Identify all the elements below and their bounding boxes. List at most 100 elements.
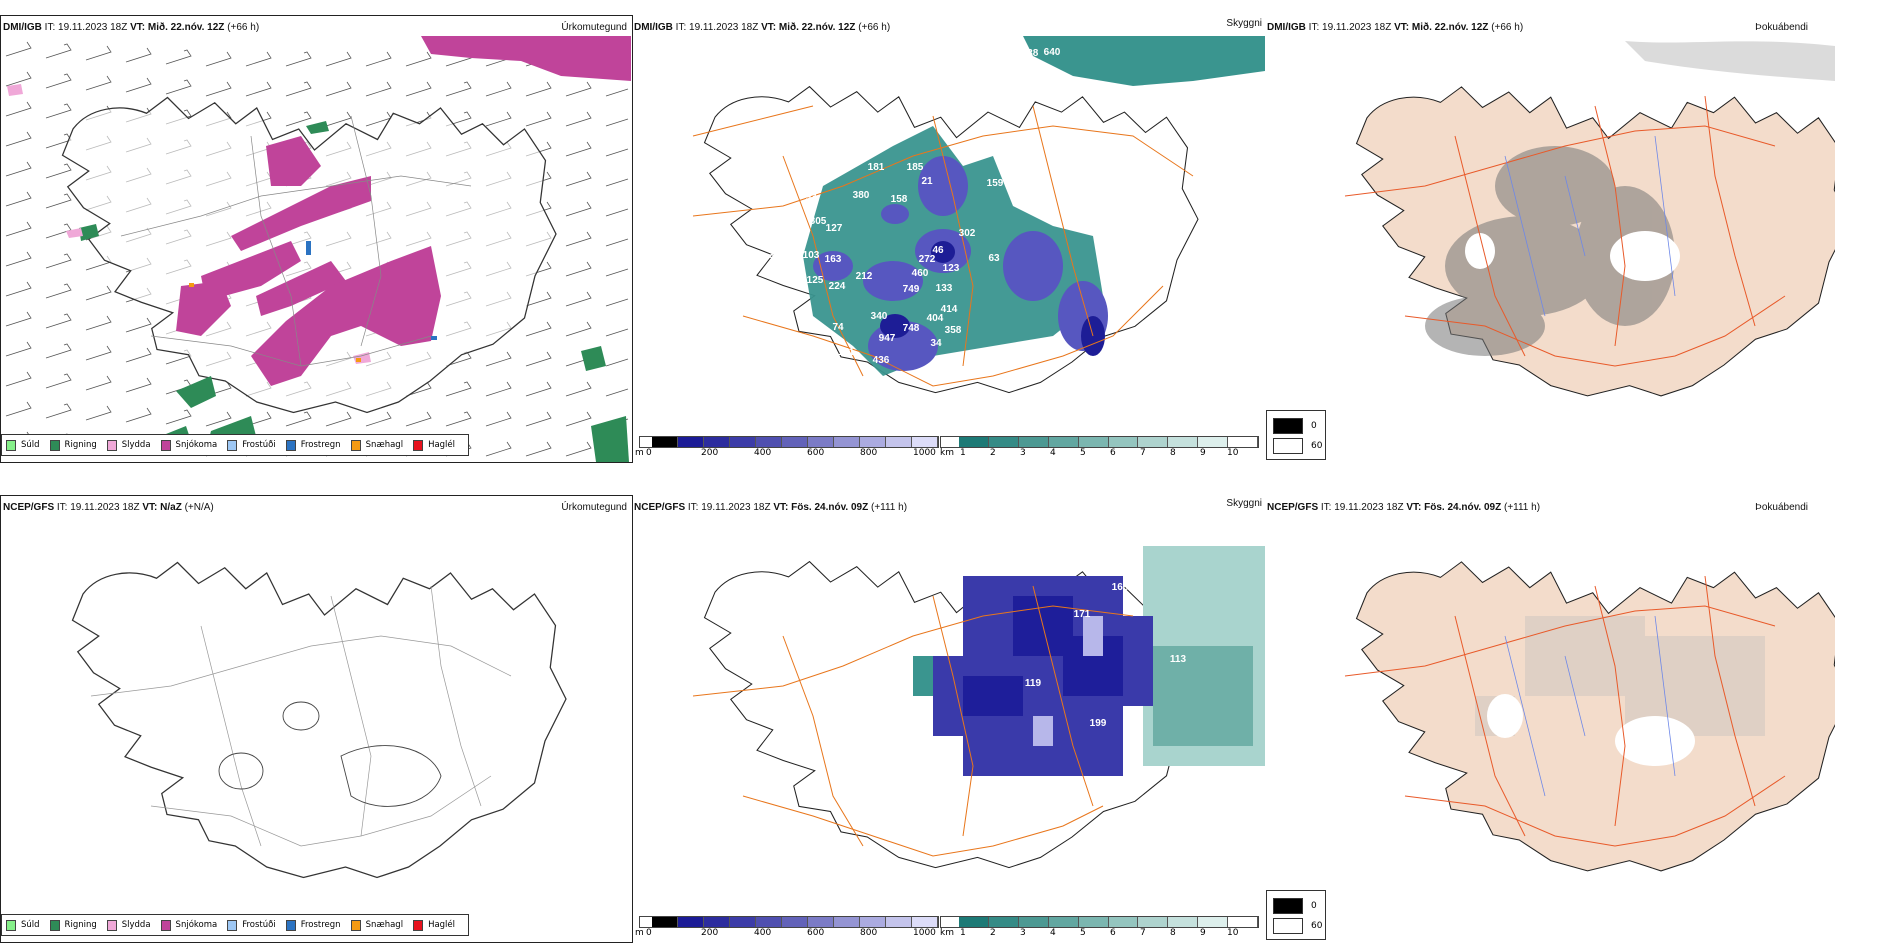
snow-area [421, 36, 631, 81]
colorbar-cell [808, 917, 834, 927]
cloud-base-label: 158 [891, 194, 908, 205]
cloud-base-tick: 0 [646, 448, 652, 458]
visibility-colorbar: km 1 2 3 4 5 6 7 8 9 10 [940, 433, 1265, 461]
cloud-base-label: 199 [1090, 718, 1107, 729]
legend-item-frostudi: Frostúði [227, 439, 276, 451]
legend-item-frostregn: Frostregn [285, 439, 341, 451]
colorbar-cell [834, 437, 860, 447]
cloud-base-unit: m [635, 928, 644, 938]
colorbar-cell [1078, 437, 1109, 447]
fog-map[interactable] [1325, 36, 1835, 436]
precip-map[interactable] [1, 516, 631, 906]
colorbar-cell [1018, 437, 1049, 447]
model-source: DMI/IGB [1267, 22, 1306, 33]
panel-frame [0, 495, 633, 943]
valid-time: N/aZ [160, 502, 182, 513]
fog-swatch [1273, 898, 1303, 914]
legend-label: Snjókoma [175, 440, 218, 450]
model-source: NCEP/GFS [3, 502, 55, 513]
colorbar-cell [860, 917, 886, 927]
legend-label: Haglél [428, 920, 456, 930]
panel-precip-type-gfs: NCEP/GFS IT: 19.11.2023 18Z VT: N/aZ (+N… [0, 480, 633, 950]
cloud-base-tick: 600 [807, 928, 825, 938]
valid-time: Fös. 24.nóv. 09Z [1424, 502, 1502, 513]
init-time: 19.11.2023 18Z [701, 502, 771, 513]
legend-swatch [350, 439, 361, 451]
legend-item-haglel: Haglél [413, 439, 455, 451]
panel-name: Skyggni [1226, 18, 1262, 29]
cloud-base-label: 260 [805, 342, 822, 353]
valid-time: Fös. 24.nóv. 09Z [791, 502, 869, 513]
legend-item-snaehagl: Snæhagl [350, 919, 403, 931]
panel-name: Úrkomutegund [561, 22, 627, 33]
model-source: DMI/IGB [634, 22, 673, 33]
legend-item-snjokoma: Snjókoma [160, 439, 218, 451]
precip-map[interactable] [1, 36, 631, 462]
cloud-base-label: 342 [769, 250, 786, 261]
visibility-tick: 9 [1200, 928, 1206, 938]
legend-swatch [106, 919, 117, 931]
cloud-base-tick: 0 [646, 928, 652, 938]
colorbar-cell [1198, 917, 1229, 927]
it-label: IT: [1308, 22, 1320, 33]
snow-bands [176, 136, 441, 386]
init-time: 19.11.2023 18Z [689, 22, 759, 33]
fog-swatch [1273, 418, 1303, 434]
legend-label: Snjókoma [175, 920, 218, 930]
cloud-base-label: 224 [829, 281, 846, 292]
panel-name: Skyggni [1226, 498, 1262, 509]
cloud-base-label: 640 [1044, 47, 1061, 58]
panel-frame [0, 15, 633, 463]
panel-name: Þokuábendi [1755, 22, 1808, 33]
cloud-base-label: 103 [746, 282, 763, 293]
visibility-tick: 7 [1140, 448, 1146, 458]
legend-item-frostudi: Frostúði [227, 919, 276, 931]
fog-legend-label: 60 [1311, 921, 1323, 931]
colorbar-cell [730, 437, 756, 447]
cloud-base-label: 171 [1074, 609, 1091, 620]
visibility-tick: 4 [1050, 928, 1056, 938]
visibility-tick: 3 [1020, 448, 1026, 458]
fog-swatch [1273, 438, 1303, 454]
legend-swatch [413, 919, 424, 931]
cloud-base-tick: 800 [860, 928, 878, 938]
legend-label: Súld [21, 920, 40, 930]
visibility-tick: 1 [960, 448, 966, 458]
colorbar-cell [782, 917, 808, 927]
visibility-tick: 6 [1110, 928, 1116, 938]
visibility-tick: 10 [1227, 928, 1239, 938]
cloud-base-labels: 19 72 31 181 185 380 158 21 93 805 127 1… [697, 47, 1060, 394]
legend-swatch [6, 439, 16, 451]
colorbar-cell [652, 437, 678, 447]
cloud-base-tick: 400 [754, 448, 772, 458]
colorbar-cell [678, 917, 704, 927]
lead-time: (+66 h) [858, 22, 891, 33]
legend-label: Slydda [121, 440, 151, 450]
legend-item-slydda: Slydda [106, 439, 151, 451]
colorbar-cell [1048, 917, 1079, 927]
vt-label: VT: [130, 22, 146, 33]
cloud-base-colorbar: m 0 200 400 600 800 1000 [633, 433, 943, 461]
visibility-tick: 5 [1080, 448, 1086, 458]
visibility-tick: 8 [1170, 928, 1176, 938]
legend-label: Súld [21, 440, 40, 450]
legend-swatch [227, 439, 238, 451]
visibility-colorbar: km 1 2 3 4 5 6 7 8 9 10 [940, 913, 1265, 941]
cloud-base-label: 127 [826, 223, 843, 234]
visibility-map[interactable]: 19 72 31 181 185 380 158 21 93 805 127 1… [633, 36, 1265, 434]
cloud-base-label: 93 [805, 192, 817, 203]
fog-legend-item: 0 [1273, 898, 1317, 914]
visibility-map[interactable]: 168 171 113 119 199 [633, 516, 1265, 914]
legend-swatch [6, 919, 16, 931]
fog-map[interactable] [1325, 516, 1835, 916]
visibility-tick: 1 [960, 928, 966, 938]
visibility-tick: 7 [1140, 928, 1146, 938]
legend-swatch [413, 439, 424, 451]
cloud-base-label: 177 [831, 379, 848, 390]
colorbar-cell [1138, 917, 1169, 927]
visibility-unit: km [940, 448, 954, 458]
cloud-base-label: 74 [832, 322, 844, 333]
legend-item-frostregn: Frostregn [285, 919, 341, 931]
cloud-base-colorbar: m 0 200 400 600 800 1000 [633, 913, 943, 941]
legend-label: Frostúði [242, 440, 276, 450]
